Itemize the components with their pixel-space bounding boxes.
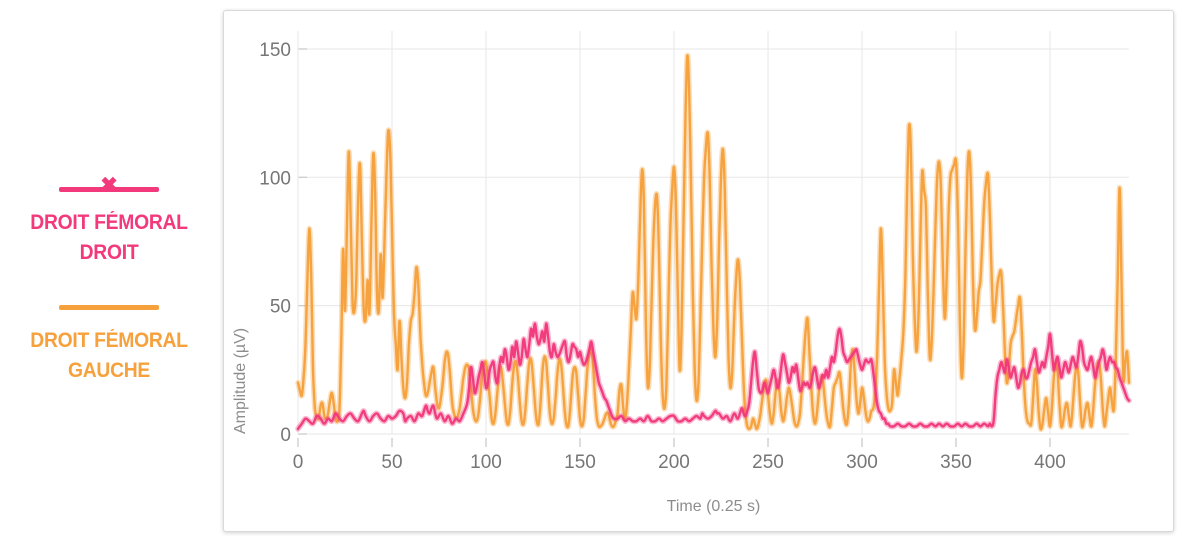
x-tick-label-200: 200 <box>658 452 690 473</box>
series-line-droit-f-moral-droit <box>296 322 1131 431</box>
x-tick-label-400: 400 <box>1034 452 1066 473</box>
legend-label-droit-femoral-droit: DROIT FÉMORAL DROIT <box>9 208 210 268</box>
x-tick-label-250: 250 <box>752 452 784 473</box>
x-tick-label-0: 0 <box>293 452 304 473</box>
x-axis-title: Time (0.25 s) <box>666 498 761 515</box>
pink-line-swatch-icon <box>59 187 159 192</box>
legend-label-line2: GAUCHE <box>67 359 151 382</box>
chart-card: 0 50 100 150 0 50 100 150 200 250 300 350 400 Amplit… <box>223 10 1174 532</box>
legend-marker-gauche <box>59 296 159 318</box>
y-tick-label-100: 100 <box>259 168 291 189</box>
legend-label-line1: DROIT FÉMORAL <box>30 211 188 234</box>
y-tick-label-50: 50 <box>270 297 291 318</box>
legend: ✖ DROIT FÉMORAL DROIT DROIT FÉMORAL GAUC… <box>0 174 218 414</box>
x-tick-label-150: 150 <box>564 452 596 473</box>
legend-label-line2: DROIT <box>79 241 139 264</box>
legend-item-droit-femoral-gauche[interactable]: DROIT FÉMORAL GAUCHE <box>0 296 218 386</box>
legend-label-droit-femoral-gauche: DROIT FÉMORAL GAUCHE <box>9 326 210 386</box>
x-tick-label-50: 50 <box>381 452 402 473</box>
legend-label-line1: DROIT FÉMORAL <box>30 329 188 352</box>
cross-marker-icon: ✖ <box>100 174 118 197</box>
y-tick-label-150: 150 <box>259 40 291 61</box>
x-tick-label-100: 100 <box>470 452 502 473</box>
legend-marker-droit: ✖ <box>59 174 159 200</box>
y-axis-title: Amplitude (µV) <box>232 327 249 434</box>
x-tick-label-350: 350 <box>940 452 972 473</box>
series-line-droit-f-moral-gauche <box>296 54 1131 431</box>
y-tick-label-0: 0 <box>280 425 291 446</box>
x-tick-label-300: 300 <box>846 452 878 473</box>
orange-line-swatch-icon <box>59 305 159 310</box>
legend-item-droit-femoral-droit[interactable]: ✖ DROIT FÉMORAL DROIT <box>0 174 218 268</box>
emg-chart-svg[interactable]: 0 50 100 150 0 50 100 150 200 250 300 350 400 <box>224 11 1171 529</box>
